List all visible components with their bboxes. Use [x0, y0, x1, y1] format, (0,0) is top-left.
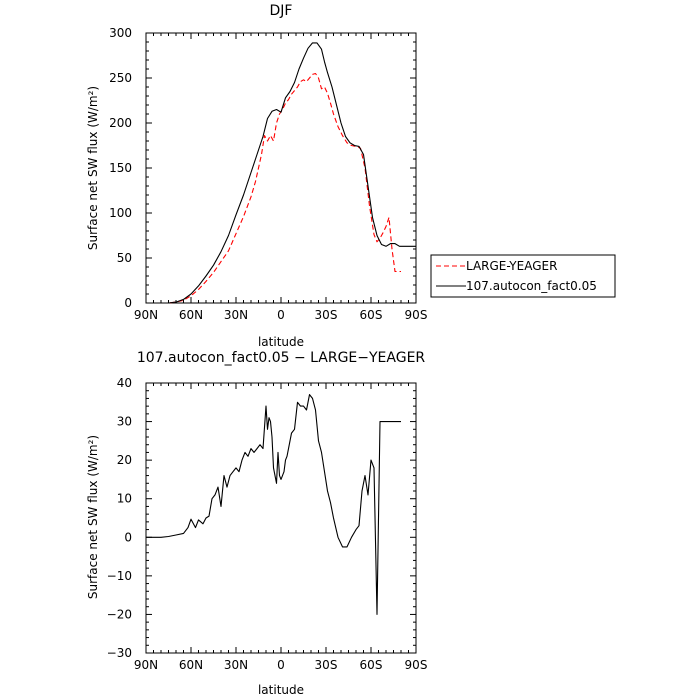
chart-title: 107.autocon_fact0.05 − LARGE−YEAGER	[137, 350, 426, 366]
chart-panel-top: DJF latitude Surface net SW flux (W/m²) …	[86, 3, 616, 349]
plot-frame	[145, 32, 417, 304]
y-tick-label: 50	[117, 251, 132, 265]
y-tick-label: 40	[117, 376, 132, 390]
chart-title: DJF	[270, 3, 293, 19]
y-tick-label: −20	[107, 607, 132, 621]
x-tick-label: 90N	[134, 658, 158, 672]
legend-label: LARGE-YEAGER	[466, 259, 557, 273]
series-line-1	[146, 394, 401, 615]
x-axis-label: latitude	[258, 335, 304, 349]
x-tick-label: 90N	[134, 308, 158, 322]
chart-panel-bottom: 107.autocon_fact0.05 − LARGE−YEAGER lati…	[86, 350, 427, 697]
x-tick-label: 30S	[315, 658, 338, 672]
y-tick-label: 10	[117, 492, 132, 506]
legend-box	[430, 254, 616, 298]
y-tick-label: 20	[117, 453, 132, 467]
x-tick-label: 90S	[405, 658, 428, 672]
x-tick-label: 0	[277, 308, 285, 322]
legend-label: 107.autocon_fact0.05	[466, 279, 597, 293]
x-tick-label: 90S	[405, 308, 428, 322]
x-tick-label: 60N	[179, 658, 203, 672]
x-tick-label: 30S	[315, 308, 338, 322]
y-tick-label: 200	[109, 116, 132, 130]
y-tick-label: 30	[117, 415, 132, 429]
series-line-2	[146, 42, 416, 304]
x-tick-label: 0	[277, 658, 285, 672]
x-tick-label: 60S	[360, 308, 383, 322]
y-tick-label: 0	[124, 530, 132, 544]
x-tick-label: 30N	[224, 308, 248, 322]
x-tick-label: 30N	[224, 658, 248, 672]
y-axis-label: Surface net SW flux (W/m²)	[86, 86, 100, 250]
series-line-1	[146, 72, 401, 304]
x-axis-label: latitude	[258, 683, 304, 697]
y-axis-label: Surface net SW flux (W/m²)	[86, 435, 100, 599]
y-tick-label: 300	[109, 26, 132, 40]
legend: LARGE-YEAGER 107.autocon_fact0.05	[430, 254, 616, 298]
y-tick-label: 0	[124, 296, 132, 310]
y-tick-label: 100	[109, 206, 132, 220]
y-tick-label: −30	[107, 646, 132, 660]
x-tick-label: 60N	[179, 308, 203, 322]
y-tick-label: 150	[109, 161, 132, 175]
x-tick-label: 60S	[360, 658, 383, 672]
y-tick-label: −10	[107, 569, 132, 583]
y-tick-label: 250	[109, 71, 132, 85]
